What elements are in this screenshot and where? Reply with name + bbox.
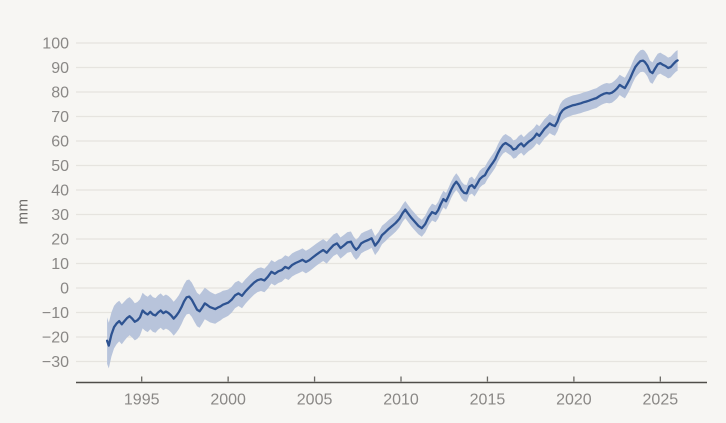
y-tick-label: 90 [51, 60, 69, 77]
y-tick-label: 40 [51, 183, 69, 200]
x-tick-label: 2010 [383, 392, 419, 409]
sea-level-line [105, 59, 679, 347]
y-tick-label: 0 [60, 281, 69, 298]
y-tick-label: 100 [42, 36, 69, 53]
x-tick-label: 2020 [556, 392, 592, 409]
x-tick-label: 2000 [210, 392, 246, 409]
y-tick-label: −30 [42, 354, 69, 371]
y-tick-label: −10 [42, 305, 69, 322]
y-tick-label: 70 [51, 109, 69, 126]
y-tick-label: 30 [51, 207, 69, 224]
x-tick-label: 2025 [643, 392, 679, 409]
y-tick-label: 20 [51, 232, 69, 249]
x-tick-label: 2015 [470, 392, 506, 409]
y-tick-label: 10 [51, 256, 69, 273]
y-tick-label: 80 [51, 85, 69, 102]
x-tick-label: 1995 [124, 392, 160, 409]
x-tick-label: 2005 [297, 392, 333, 409]
y-axis-title: mm [14, 198, 32, 225]
y-tick-label: 50 [51, 158, 69, 175]
y-tick-label: −20 [42, 330, 69, 347]
confidence-band [107, 49, 678, 369]
y-tick-label: 60 [51, 134, 69, 151]
